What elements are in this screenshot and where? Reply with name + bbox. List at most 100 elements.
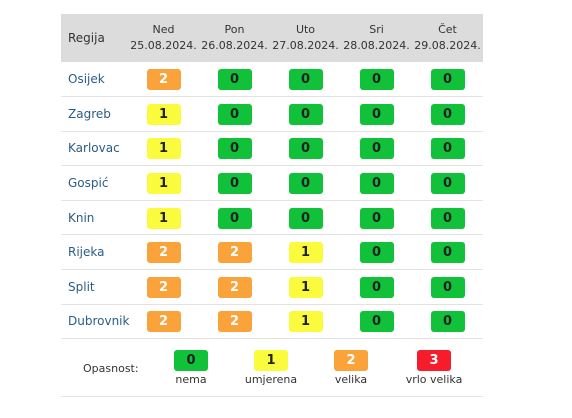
day-header-3: Uto 27.08.2024. <box>270 14 341 62</box>
day-header-5: Čet 29.08.2024. <box>412 14 483 62</box>
danger-level-badge: 1 <box>288 242 323 264</box>
danger-level-badge: 2 <box>146 69 181 91</box>
danger-cell: 0 <box>412 97 483 132</box>
danger-cell: 0 <box>412 235 483 270</box>
fire-danger-table-container: Regija Ned 25.08.2024. Pon 26.08.2024. Uto… <box>61 14 483 339</box>
legend-badge: 3 <box>417 350 451 371</box>
region-link[interactable]: Split <box>68 279 95 294</box>
danger-level-badge: 0 <box>217 173 252 195</box>
danger-level-badge: 0 <box>430 311 465 333</box>
danger-cell: 0 <box>341 270 412 305</box>
danger-cell: 0 <box>341 131 412 166</box>
table-row: Zagreb 1 0 0 0 0 <box>61 97 483 132</box>
table-row: Dubrovnik 2 2 1 0 0 <box>61 304 483 339</box>
danger-cell: 0 <box>341 166 412 201</box>
danger-cell: 0 <box>199 200 270 235</box>
danger-level-badge: 2 <box>217 276 252 298</box>
danger-cell: 1 <box>128 200 199 235</box>
danger-cell: 0 <box>199 62 270 97</box>
danger-cell: 1 <box>270 270 341 305</box>
region-link[interactable]: Osijek <box>68 72 105 87</box>
legend-badge: 2 <box>334 350 368 371</box>
danger-level-badge: 2 <box>146 242 181 264</box>
danger-level-badge: 1 <box>146 103 181 125</box>
table-row: Gospić 1 0 0 0 0 <box>61 166 483 201</box>
danger-level-badge: 0 <box>288 103 323 125</box>
danger-cell: 0 <box>412 62 483 97</box>
danger-level-badge: 2 <box>217 311 252 333</box>
danger-level-badge: 2 <box>146 276 181 298</box>
danger-level-badge: 0 <box>359 207 394 229</box>
danger-cell: 2 <box>128 235 199 270</box>
region-link[interactable]: Zagreb <box>68 106 111 121</box>
legend-badge: 0 <box>174 350 208 371</box>
table-row: Rijeka 2 2 1 0 0 <box>61 235 483 270</box>
danger-level-badge: 1 <box>288 311 323 333</box>
region-link[interactable]: Dubrovnik <box>68 314 130 329</box>
danger-cell: 1 <box>270 304 341 339</box>
danger-level-badge: 1 <box>146 173 181 195</box>
day-header-1: Ned 25.08.2024. <box>128 14 199 62</box>
table-row: Knin 1 0 0 0 0 <box>61 200 483 235</box>
danger-cell: 0 <box>270 97 341 132</box>
day-header-4: Sri 28.08.2024. <box>341 14 412 62</box>
danger-level-badge: 0 <box>359 242 394 264</box>
danger-cell: 1 <box>128 97 199 132</box>
danger-level-badge: 2 <box>217 242 252 264</box>
legend-item-very-high: 3 vrlo velika <box>394 349 474 386</box>
day-date: 28.08.2024. <box>343 39 410 52</box>
danger-cell: 2 <box>199 235 270 270</box>
danger-level-badge: 0 <box>430 207 465 229</box>
danger-level-badge: 0 <box>359 276 394 298</box>
danger-level-badge: 0 <box>217 103 252 125</box>
danger-cell: 2 <box>128 62 199 97</box>
danger-cell: 0 <box>341 235 412 270</box>
danger-level-badge: 0 <box>217 207 252 229</box>
danger-cell: 0 <box>341 200 412 235</box>
legend-item-moderate: 1 umjerena <box>231 349 311 386</box>
danger-cell: 2 <box>128 270 199 305</box>
legend-badge: 1 <box>254 350 288 371</box>
day-date: 26.08.2024. <box>201 39 268 52</box>
legend-label: umjerena <box>244 373 298 386</box>
danger-cell: 0 <box>412 131 483 166</box>
fire-danger-table: Regija Ned 25.08.2024. Pon 26.08.2024. Uto… <box>61 14 483 339</box>
danger-level-badge: 0 <box>430 173 465 195</box>
day-name: Uto <box>295 23 316 36</box>
danger-level-badge: 0 <box>430 138 465 160</box>
danger-level-badge: 0 <box>288 207 323 229</box>
danger-cell: 0 <box>341 62 412 97</box>
region-link[interactable]: Rijeka <box>68 245 105 260</box>
danger-level-badge: 0 <box>359 69 394 91</box>
day-date: 29.08.2024. <box>414 39 481 52</box>
danger-cell: 0 <box>270 166 341 201</box>
danger-level-badge: 0 <box>359 138 394 160</box>
danger-level-badge: 2 <box>146 311 181 333</box>
legend-label: nema <box>175 373 207 386</box>
legend-item-none: 0 nema <box>151 349 231 386</box>
table-header-row: Regija Ned 25.08.2024. Pon 26.08.2024. Uto… <box>61 14 483 62</box>
danger-level-badge: 1 <box>146 138 181 160</box>
danger-cell: 0 <box>341 304 412 339</box>
danger-level-badge: 1 <box>146 207 181 229</box>
danger-cell: 0 <box>341 97 412 132</box>
danger-cell: 0 <box>270 131 341 166</box>
legend-title: Opasnost: <box>83 362 139 375</box>
day-header-2: Pon 26.08.2024. <box>199 14 270 62</box>
danger-cell: 2 <box>128 304 199 339</box>
table-row: Karlovac 1 0 0 0 0 <box>61 131 483 166</box>
danger-cell: 0 <box>199 97 270 132</box>
day-date: 25.08.2024. <box>130 39 197 52</box>
danger-cell: 0 <box>412 270 483 305</box>
danger-legend: Opasnost: 0 nema 1 umjerena 2 velika 3 v… <box>61 342 483 397</box>
region-link[interactable]: Gospić <box>68 176 109 191</box>
danger-level-badge: 0 <box>430 242 465 264</box>
day-name: Pon <box>224 23 245 36</box>
danger-level-badge: 0 <box>430 69 465 91</box>
legend-label: velika <box>334 373 368 386</box>
danger-cell: 0 <box>412 200 483 235</box>
region-link[interactable]: Karlovac <box>68 141 120 156</box>
day-name: Sri <box>369 23 384 36</box>
danger-level-badge: 0 <box>359 173 394 195</box>
region-link[interactable]: Knin <box>68 210 95 225</box>
